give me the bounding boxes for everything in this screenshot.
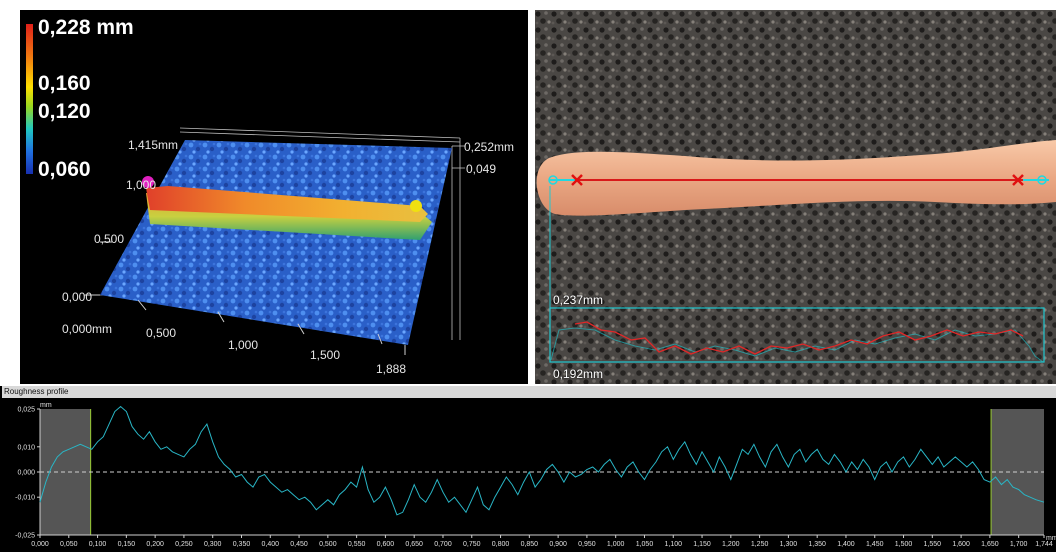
x-tick-label: 1,200 — [722, 541, 740, 548]
x-tick-label: 0,800 — [492, 541, 510, 548]
x-tick-label: 0,050 — [60, 541, 78, 548]
x-tick-label: 1,744 — [1035, 541, 1053, 548]
x-unit-label: mm — [1046, 535, 1056, 542]
x-tick-label: 1,450 — [866, 541, 884, 548]
x-tick-label: 0,750 — [463, 541, 481, 548]
x-tick-label: 1,100 — [664, 541, 682, 548]
y-axis-label-top: 1,415mm — [128, 138, 179, 152]
x-axis-label-1: 0,500 — [146, 326, 177, 340]
x-tick-label: 1,500 — [895, 541, 913, 548]
legend-value-2: 0,120 — [38, 100, 91, 123]
axis-ticks — [84, 241, 406, 355]
x-axis-label-3: 1,500 — [310, 348, 341, 362]
x-tick-label: 0,100 — [89, 541, 107, 548]
x-tick-label: 0,200 — [146, 541, 164, 548]
x-tick-label: 1,250 — [751, 541, 769, 548]
x-tick-label: 1,150 — [693, 541, 711, 548]
start-marker[interactable] — [142, 176, 154, 188]
x-tick-label: 1,550 — [924, 541, 942, 548]
x-tick-label: 0,500 — [319, 541, 337, 548]
measure-handle-right[interactable] — [1037, 175, 1047, 185]
cursor-markers — [571, 174, 1024, 186]
ridge-top — [146, 186, 428, 222]
y-axis-label-1: 1,000 — [126, 178, 157, 192]
measure-handle-left[interactable] — [548, 175, 558, 185]
x-axis-label-4: 1,888 — [376, 362, 407, 376]
y-tick-label: 0,000 — [17, 470, 35, 477]
3d-surface-view: 0,228 mm 0,160 0,120 0,060 1,415mm 1,000… — [20, 10, 528, 384]
x-tick-label: 0,000 — [31, 541, 49, 548]
x-tick-label: 1,400 — [837, 541, 855, 548]
roughness-profile-line — [39, 405, 1045, 516]
surface-plane — [100, 140, 452, 345]
x-tick-label: 1,600 — [952, 541, 970, 548]
end-marker[interactable] — [410, 200, 422, 212]
profile-trace — [574, 321, 1024, 355]
y-tick-label: -0,010 — [15, 495, 35, 502]
x-tick-label: 0,900 — [549, 541, 567, 548]
microscope-image: 0,237mm 0,192mm — [535, 10, 1056, 384]
scale-label-bottom: 0,192mm — [553, 367, 604, 381]
x-tick-label: 0,700 — [434, 541, 452, 548]
profile-box — [549, 307, 1045, 363]
x-tick-label: 0,350 — [233, 541, 251, 548]
roughness-title: Roughness profile — [2, 386, 1056, 398]
x-tick-label: 0,550 — [348, 541, 366, 548]
x-tick-label: 0,250 — [175, 541, 193, 548]
roughness-profile-panel: Roughness profile mm mm 0,025 0,010 0,000-… — [0, 386, 1056, 552]
y-axis-label-2: 0,500 — [94, 232, 125, 246]
x-tick-label: 0,400 — [262, 541, 280, 548]
x-tick-label: 1,350 — [808, 541, 826, 548]
x-tick-label: 1,300 — [780, 541, 798, 548]
x-tick-label: 1,700 — [1010, 541, 1028, 548]
y-axis-label-3: 0,000 — [62, 290, 93, 304]
y-tick-label: 0,025 — [17, 407, 35, 414]
x-tick-label: 0,600 — [377, 541, 395, 548]
x-tick-label: 0,850 — [521, 541, 539, 548]
y-unit-label: mm — [40, 402, 52, 409]
x-tick-label: 0,150 — [118, 541, 136, 548]
z-axis-label-top: 0,252mm — [464, 140, 515, 154]
microscope-drawing — [535, 10, 1056, 384]
z-axis-label-bottom: 0,049 — [466, 162, 497, 176]
x-tick-label: 0,450 — [290, 541, 308, 548]
y-tick-label: -0,025 — [15, 533, 35, 540]
x-tick-label: 1,050 — [636, 541, 654, 548]
3d-surface-drawing — [84, 127, 465, 355]
x-axis-label-0: 0,000mm — [62, 322, 113, 336]
y-tick-label: 0,010 — [17, 444, 35, 451]
legend-min: 0,060 — [38, 158, 91, 181]
x-tick-label: 0,950 — [578, 541, 596, 548]
legend-max: 0,228 mm — [38, 16, 134, 39]
x-tick-label: 0,650 — [405, 541, 423, 548]
bead-deposit — [536, 140, 1056, 216]
x-tick-label: 0,300 — [204, 541, 222, 548]
color-scale-bar — [26, 24, 33, 174]
legend-value-1: 0,160 — [38, 72, 91, 95]
x-tick-label: 1,650 — [981, 541, 999, 548]
x-axis-label-2: 1,000 — [228, 338, 259, 352]
x-tick-label: 1,000 — [607, 541, 625, 548]
scale-label-top: 0,237mm — [553, 293, 604, 307]
